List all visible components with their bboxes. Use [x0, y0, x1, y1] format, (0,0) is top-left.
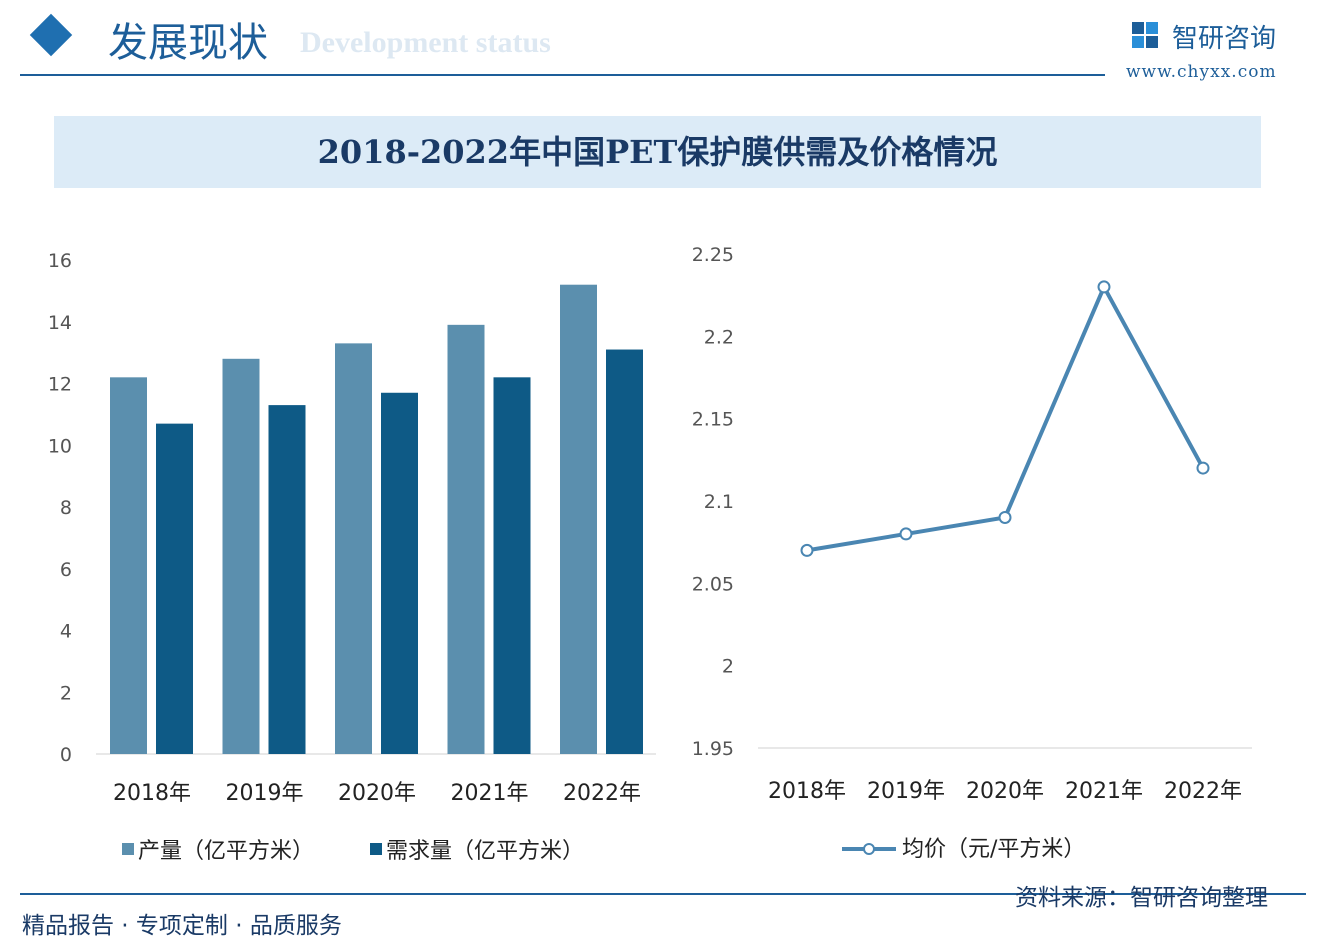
price-point	[998, 510, 1012, 524]
footer-slogan: 精品报告 · 专项定制 · 品质服务	[22, 913, 342, 939]
x-tick-label: 2021年	[1065, 779, 1143, 804]
section-title: 发展现状	[108, 20, 268, 66]
y-tick-label: 2.1	[704, 491, 734, 513]
price-point	[1097, 280, 1111, 294]
x-tick-label: 2022年	[1164, 779, 1242, 804]
bar-production	[335, 343, 372, 754]
x-tick-label: 2021年	[451, 781, 529, 806]
y-tick-label: 10	[48, 435, 72, 457]
website-url: www.chyxx.com	[1126, 62, 1277, 82]
legend-swatch	[370, 843, 382, 855]
x-tick-label: 2020年	[338, 781, 416, 806]
y-tick-label: 16	[48, 250, 72, 272]
bar-demand	[156, 423, 193, 754]
y-tick-label: 2.15	[692, 409, 734, 431]
bar-demand	[606, 349, 643, 754]
y-tick-label: 1.95	[692, 738, 734, 760]
chart-title: 2018-2022年中国PET保护膜供需及价格情况	[317, 133, 998, 171]
section-subtitle: Development status	[300, 26, 551, 59]
price-point	[899, 527, 913, 541]
bar-production	[447, 324, 485, 754]
legend-label: 需求量（亿平方米）	[386, 839, 584, 864]
y-tick-label: 4	[60, 621, 72, 643]
y-tick-label: 2	[60, 682, 72, 704]
title-banner	[54, 116, 1261, 188]
bar-production	[560, 284, 597, 754]
x-tick-label: 2018年	[113, 781, 191, 806]
footer-divider	[20, 893, 1306, 895]
legend-marker	[863, 843, 875, 855]
legend-label: 均价（元/平方米）	[902, 837, 1085, 862]
y-tick-label: 14	[48, 312, 72, 334]
x-tick-label: 2019年	[867, 779, 945, 804]
price-point	[800, 543, 814, 557]
y-tick-label: 0	[60, 744, 72, 766]
price-line	[806, 282, 1205, 553]
bar-demand	[381, 392, 418, 754]
y-tick-label: 6	[60, 559, 72, 581]
header-divider	[20, 74, 1105, 76]
x-tick-label: 2022年	[563, 781, 641, 806]
y-tick-label: 2.2	[704, 326, 734, 348]
bar-demand	[268, 405, 306, 754]
y-tick-label: 2	[722, 656, 734, 678]
bar-production	[110, 377, 147, 754]
y-tick-label: 8	[60, 497, 72, 519]
y-tick-label: 12	[48, 374, 72, 396]
bar-production	[222, 358, 260, 754]
x-tick-label: 2018年	[768, 779, 846, 804]
x-tick-label: 2019年	[226, 781, 304, 806]
legend-label: 产量（亿平方米）	[138, 839, 314, 864]
legend-swatch	[122, 843, 134, 855]
bar-demand	[493, 377, 531, 754]
logo-icon	[1132, 22, 1158, 48]
price-point	[1196, 461, 1210, 475]
logo-text: 智研咨询	[1172, 24, 1277, 54]
y-tick-label: 2.25	[692, 244, 734, 266]
y-tick-label: 2.05	[692, 573, 734, 595]
source-note: 资料来源：智研咨询整理	[1015, 885, 1268, 911]
x-tick-label: 2020年	[966, 779, 1044, 804]
